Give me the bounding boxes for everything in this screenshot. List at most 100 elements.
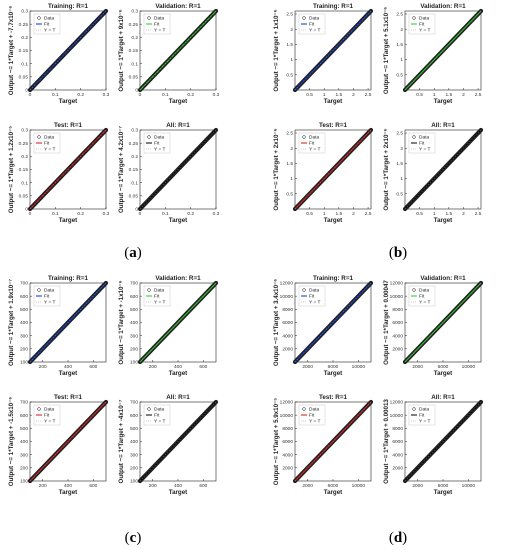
legend-unity-label: Y = T bbox=[44, 300, 55, 306]
y-axis-label: Output ~= 1*Target + 5.9x10⁻⁵ bbox=[273, 398, 280, 485]
x-tick-label: 2 bbox=[462, 211, 465, 217]
data-point bbox=[96, 17, 101, 21]
legend-box bbox=[408, 132, 436, 154]
x-tick-label: 2 bbox=[352, 211, 355, 217]
legend-data-marker bbox=[412, 135, 416, 139]
unity-line bbox=[139, 282, 217, 363]
x-tick-label: 200 bbox=[149, 364, 157, 370]
panel-title: Validation: R=1 bbox=[155, 275, 201, 282]
legend-data-label: Data bbox=[419, 288, 429, 294]
unity-line bbox=[139, 10, 217, 91]
caption-close-paren: ) bbox=[137, 245, 142, 261]
x-tick-label: 400 bbox=[174, 364, 182, 370]
data-point bbox=[53, 180, 58, 185]
x-axis-label: Target bbox=[59, 489, 77, 496]
data-point bbox=[173, 51, 178, 55]
y-tick-label: 10000 bbox=[280, 294, 294, 300]
y-tick-label: 300 bbox=[20, 333, 28, 339]
legend-data-marker bbox=[412, 16, 416, 20]
x-tick-label: 0.3 bbox=[103, 92, 110, 98]
data-point bbox=[50, 64, 55, 69]
x-axis-label: Target bbox=[324, 217, 342, 224]
y-tick-label: 0.5 bbox=[396, 191, 403, 197]
x-tick-label: 400 bbox=[174, 483, 182, 489]
y-tick-label: 600 bbox=[130, 294, 138, 300]
panel-title: Training: R=1 bbox=[313, 275, 354, 282]
y-tick-label: 700 bbox=[130, 281, 138, 287]
y-tick-label: 10000 bbox=[280, 413, 294, 419]
y-axis-label: Output ~= 1*Target + -1.5x10⁻⁶ bbox=[8, 397, 15, 487]
data-point bbox=[101, 11, 106, 16]
x-tick-label: 1.5 bbox=[446, 92, 453, 98]
y-tick-label: 0.5 bbox=[396, 72, 403, 78]
y-tick-label: 4000 bbox=[392, 452, 403, 458]
legend-data-marker bbox=[302, 135, 306, 139]
caption-letter: c bbox=[130, 530, 137, 546]
x-tick-label: 0 bbox=[29, 92, 32, 98]
caption-open-paren: ( bbox=[389, 245, 394, 261]
legend-box bbox=[408, 285, 436, 307]
legend-data-label: Data bbox=[154, 407, 164, 413]
data-point bbox=[153, 72, 158, 77]
x-axis-label: Target bbox=[169, 217, 187, 224]
x-tick-label: 10000 bbox=[462, 364, 476, 370]
x-tick-label: 2 bbox=[462, 92, 465, 98]
panel-title: All: R=1 bbox=[431, 122, 455, 129]
legend-data-marker bbox=[37, 16, 41, 20]
data-point bbox=[86, 27, 91, 32]
data-point bbox=[143, 82, 147, 87]
x-tick-label: 600 bbox=[89, 483, 97, 489]
y-tick-label: 2000 bbox=[282, 346, 293, 352]
unity-line bbox=[294, 401, 372, 482]
legend-unity-label: Y = T bbox=[154, 419, 165, 425]
y-tick-label: 6000 bbox=[282, 320, 293, 326]
y-tick-label: 0.25 bbox=[19, 141, 29, 147]
y-tick-label: 4000 bbox=[282, 452, 293, 458]
x-axis-label: Target bbox=[169, 489, 187, 496]
y-tick-label: 12000 bbox=[390, 281, 404, 287]
x-axis-label: Target bbox=[434, 98, 452, 105]
y-tick-label: 500 bbox=[20, 307, 28, 313]
x-tick-label: 2.5 bbox=[365, 92, 372, 98]
y-tick-label: 0.3 bbox=[21, 128, 28, 134]
y-tick-label: 0.15 bbox=[129, 48, 139, 54]
data-point bbox=[71, 43, 75, 48]
y-tick-label: 300 bbox=[130, 333, 138, 339]
y-tick-label: 2 bbox=[400, 146, 403, 152]
y-tick-label: 200 bbox=[20, 346, 28, 352]
y-axis-label: Output ~= 1*Target + 2x10⁻⁶ bbox=[273, 128, 280, 210]
x-tick-label: 200 bbox=[39, 364, 47, 370]
x-tick-label: 0.1 bbox=[162, 92, 169, 98]
caption-close-paren: ) bbox=[402, 530, 407, 546]
y-tick-label: 1.5 bbox=[396, 42, 403, 48]
legend-data-marker bbox=[302, 407, 306, 411]
y-axis-label: Output ~= 1*Target + 4.2x10⁻⁷ bbox=[118, 126, 125, 213]
legend-data-label: Data bbox=[44, 16, 54, 22]
y-axis-label: Output ~= 1*Target + 2x10⁻⁶ bbox=[383, 128, 390, 210]
data-point bbox=[94, 138, 98, 143]
y-tick-label: 100 bbox=[130, 479, 138, 485]
data-point bbox=[91, 22, 96, 26]
legend-fit-label: Fit bbox=[419, 294, 425, 300]
panel-d-2: 2000 6000 10000 2000 4000 6000 8000 10000 12000 D… bbox=[383, 275, 484, 377]
x-tick-label: 400 bbox=[64, 364, 72, 370]
y-tick-label: 0.15 bbox=[19, 48, 29, 54]
x-tick-label: 10000 bbox=[352, 364, 366, 370]
legend-data-marker bbox=[37, 407, 41, 411]
legend-data-marker bbox=[147, 407, 151, 411]
x-tick-label: 0.3 bbox=[103, 211, 110, 217]
panel-title: Validation: R=1 bbox=[155, 3, 201, 10]
x-axis-label: Target bbox=[324, 489, 342, 496]
x-tick-label: 10000 bbox=[462, 483, 476, 489]
panel-d-3: 2000 6000 10000 2000 4000 6000 8000 10000 12000 D… bbox=[273, 394, 374, 496]
x-axis-label: Target bbox=[59, 217, 77, 224]
unity-line bbox=[404, 401, 482, 482]
x-tick-label: 0.5 bbox=[306, 211, 313, 217]
x-tick-label: 0.3 bbox=[213, 211, 220, 217]
y-tick-label: 0.1 bbox=[131, 180, 138, 186]
legend-unity-label: Y = T bbox=[154, 28, 165, 34]
